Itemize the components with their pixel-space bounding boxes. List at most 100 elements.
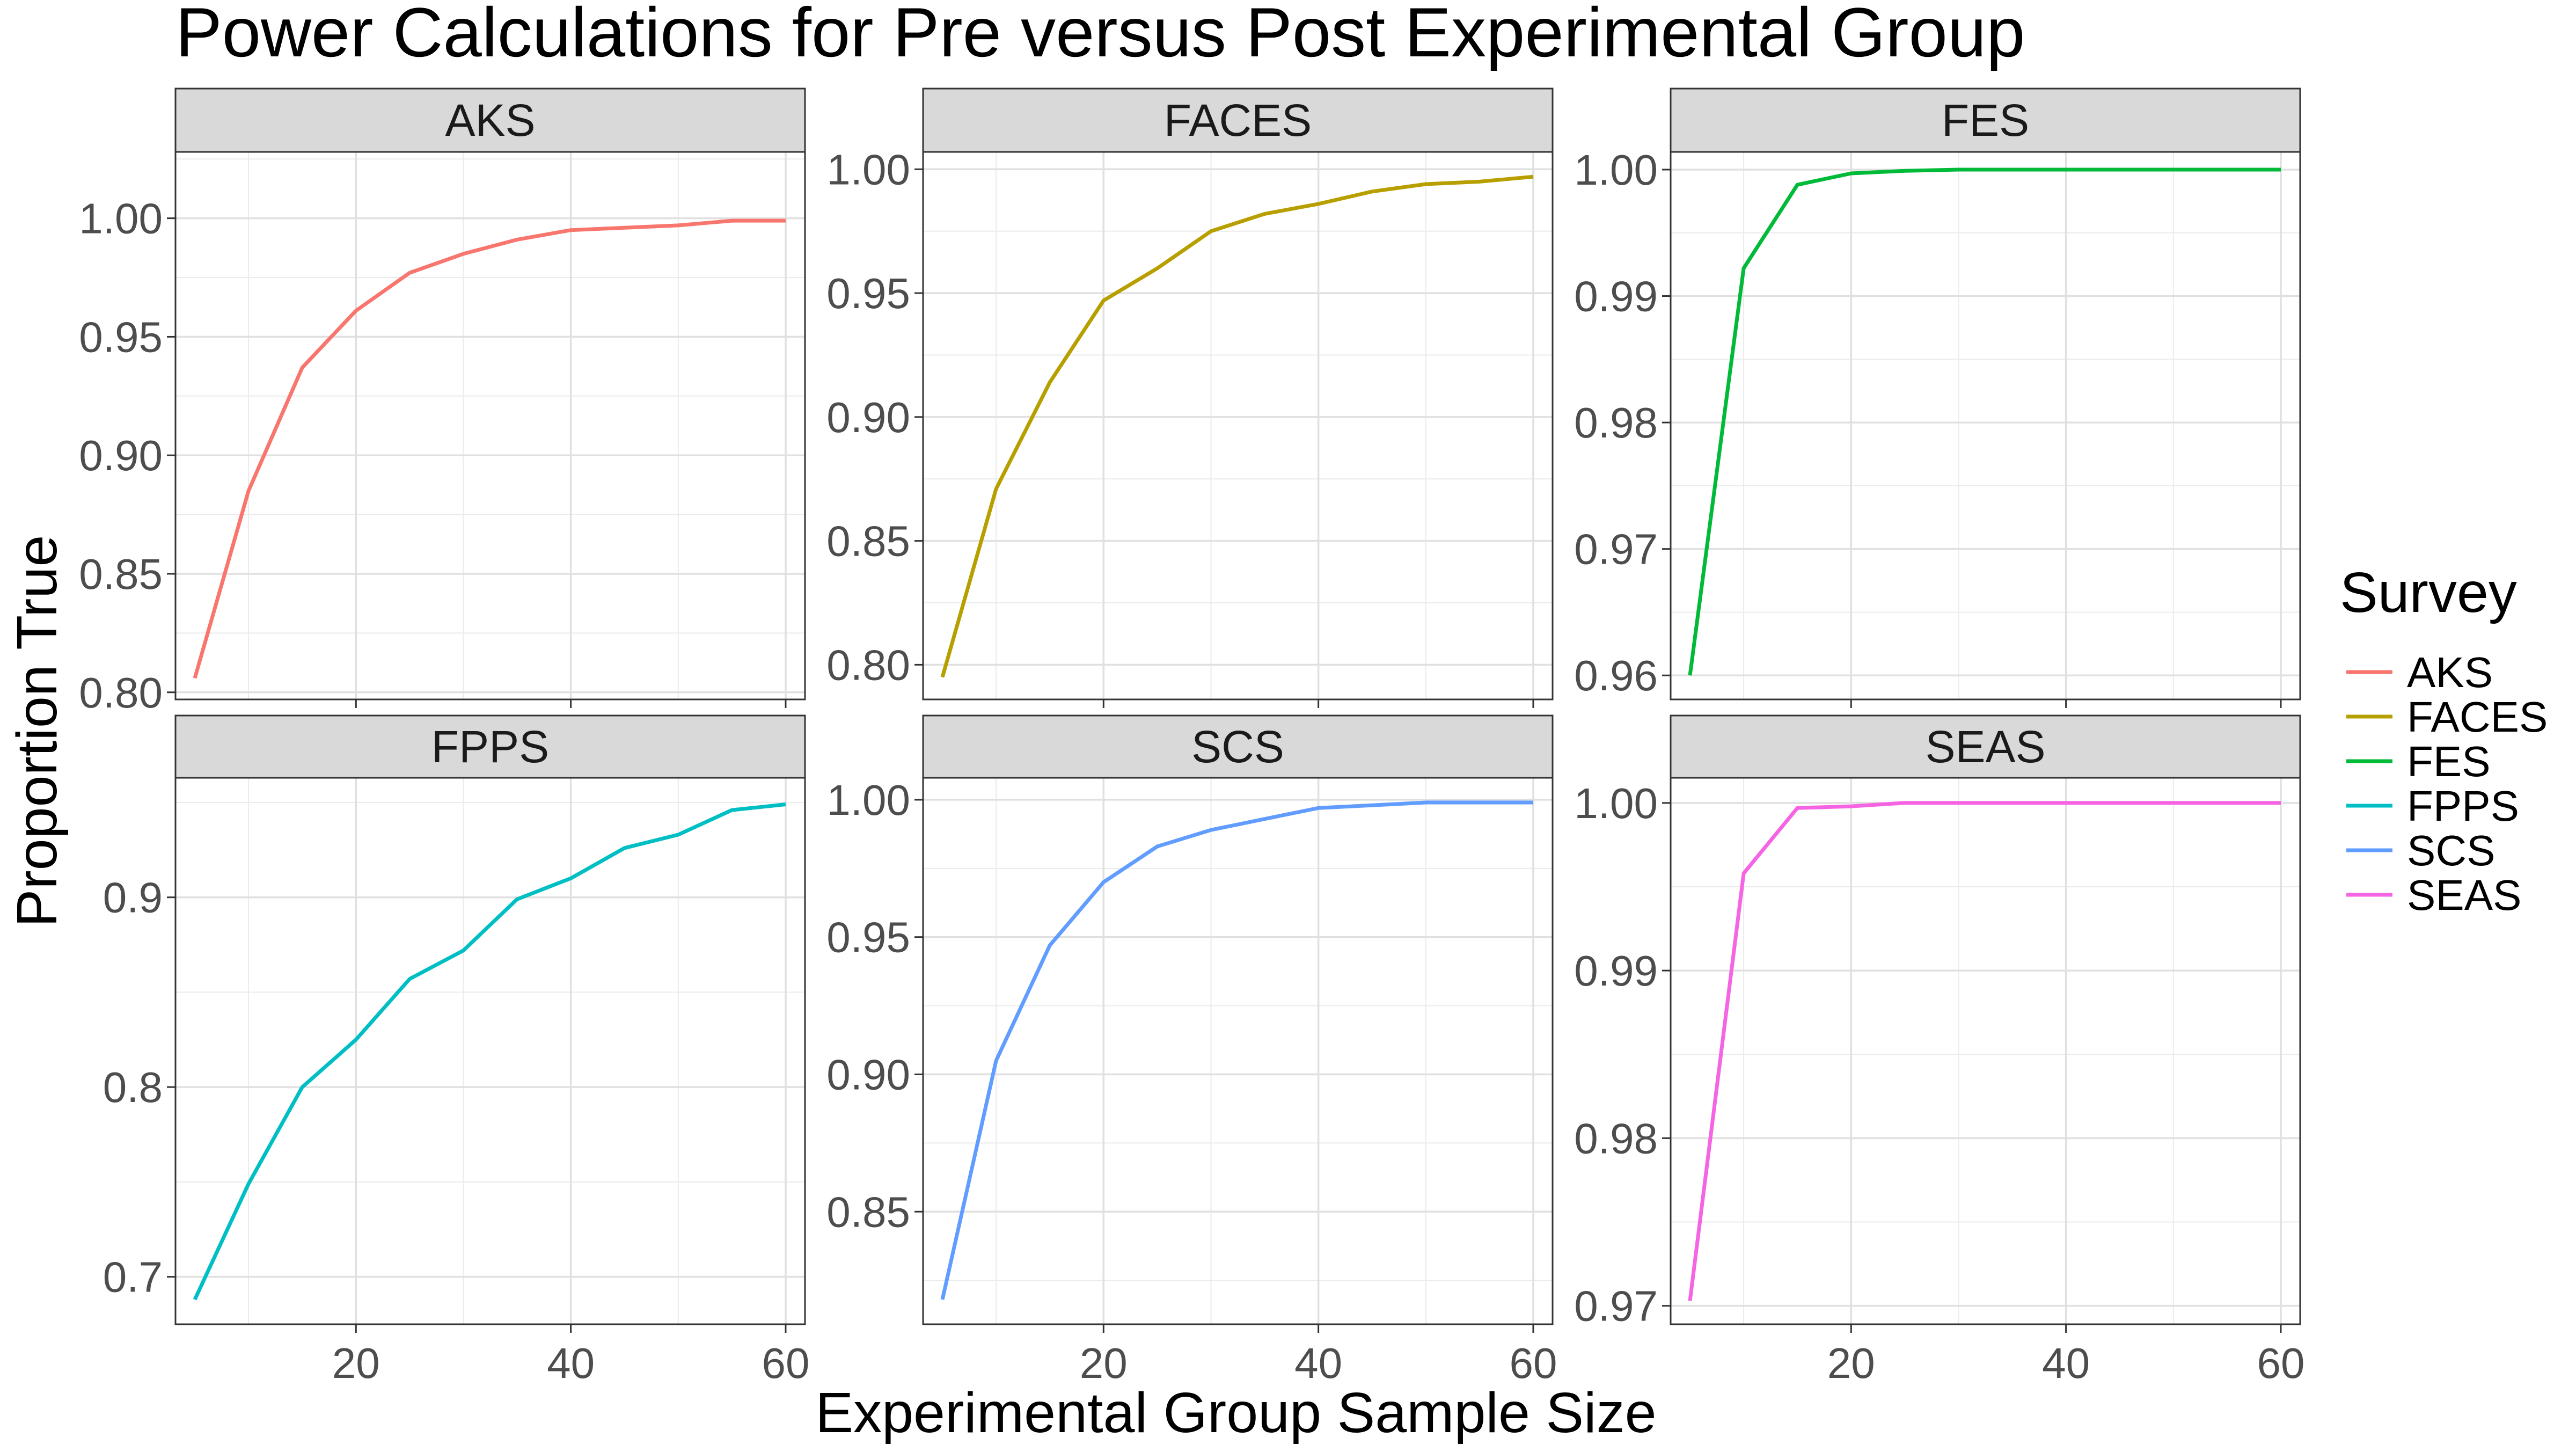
y-tick-label: 0.85 — [826, 1188, 910, 1236]
y-tick-label: 0.8 — [103, 1063, 163, 1111]
panel-border — [174, 777, 806, 1325]
x-tick-label: 20 — [1080, 1339, 1128, 1387]
panel-scs: SCS 0.85 0.90 0.95 1.00 20 40 60 — [826, 714, 1557, 1387]
panel-grid — [1671, 152, 2300, 699]
series-line-faces — [940, 174, 1534, 678]
panel-background — [923, 152, 1553, 699]
x-tick-label: 40 — [547, 1339, 595, 1387]
legend-label: FPPS — [2407, 782, 2519, 830]
panel-border — [922, 151, 1554, 701]
legend-item-faces: FACES — [2346, 693, 2548, 741]
panel-fes: FES 0.96 0.97 0.98 0.99 1.00 — [1574, 87, 2301, 708]
x-axis: 20 40 60 — [332, 1324, 809, 1387]
chart-title: Power Calculations for Pre versus Post E… — [175, 0, 2025, 71]
y-tick-label: 1.00 — [826, 145, 910, 193]
legend-title: Survey — [2340, 561, 2517, 624]
panel-grid — [1671, 778, 2300, 1324]
y-tick-label: 0.90 — [826, 393, 910, 441]
panel-strip-label: AKS — [445, 95, 535, 145]
y-tick-label: 0.7 — [103, 1253, 163, 1301]
panel-strip — [922, 87, 1554, 153]
x-tick-label: 40 — [2042, 1339, 2090, 1387]
panel-background — [1671, 778, 2300, 1324]
y-tick-label: 0.99 — [1574, 947, 1658, 995]
x-axis — [355, 699, 787, 708]
panel-seas: SEAS 0.97 0.98 0.99 1.00 20 40 60 — [1574, 714, 2304, 1387]
panel-grid — [175, 152, 805, 699]
x-tick-label: 60 — [762, 1339, 809, 1387]
x-tick-label: 20 — [332, 1339, 380, 1387]
legend-item-seas: SEAS — [2346, 871, 2521, 919]
panels: AKS0.800.850.900.951.00FACES0.800.850.90… — [79, 87, 2304, 1387]
y-axis: 0.97 0.98 0.99 1.00 — [1574, 779, 1671, 1330]
panel-strip — [922, 714, 1554, 779]
series-line-fes — [1688, 167, 2281, 676]
panel-aks: AKS 0.80 0.85 0.90 0.95 1.00 — [79, 87, 806, 717]
panel-strip — [1670, 87, 2301, 153]
y-tick-label: 0.95 — [826, 269, 910, 317]
panel-background — [175, 152, 805, 699]
x-axis: 20 40 60 — [1827, 1324, 2304, 1387]
y-tick-label: 0.85 — [79, 550, 163, 598]
panel-strip — [1670, 714, 2301, 779]
y-tick-label: 0.85 — [826, 517, 910, 565]
panel-grid — [175, 778, 805, 1324]
panel-faces: FACES 0.80 0.85 0.90 0.95 1.00 — [826, 87, 1554, 708]
y-tick-label: 0.95 — [79, 313, 163, 361]
x-axis — [1850, 699, 2282, 708]
x-tick-label: 20 — [1827, 1339, 1875, 1387]
legend-label: FACES — [2407, 693, 2548, 741]
panel-strip-label: FACES — [1164, 95, 1312, 145]
y-axis: 0.80 0.85 0.90 0.95 1.00 — [79, 195, 175, 717]
y-tick-label: 0.98 — [1574, 399, 1658, 447]
series-line-seas — [1688, 801, 2281, 1301]
y-tick-label: 1.00 — [826, 776, 910, 824]
y-tick-label: 0.99 — [1574, 273, 1658, 320]
x-tick-label: 40 — [1294, 1339, 1342, 1387]
y-tick-label: 0.9 — [103, 874, 163, 922]
y-tick-label: 0.97 — [1574, 526, 1658, 573]
legend-item-scs: SCS — [2346, 827, 2496, 874]
panel-grid — [923, 778, 1553, 1324]
legend-label: SEAS — [2407, 871, 2521, 919]
panel-strip-label: FPPS — [431, 721, 549, 772]
x-axis-title: Experimental Group Sample Size — [815, 1381, 1656, 1444]
legend-item-fpps: FPPS — [2346, 782, 2519, 830]
panel-background — [1671, 152, 2300, 699]
y-tick-label: 0.80 — [79, 669, 163, 717]
panel-border — [174, 151, 806, 701]
panel-fpps: FPPS 0.7 0.8 0.9 20 40 60 — [103, 714, 809, 1387]
panel-strip — [174, 714, 806, 779]
x-tick-label: 60 — [2257, 1339, 2304, 1387]
y-axis: 0.85 0.90 0.95 1.00 — [826, 776, 923, 1236]
panel-strip-label: SCS — [1191, 721, 1284, 772]
y-tick-label: 1.00 — [1574, 146, 1658, 194]
x-axis: 20 40 60 — [1080, 1324, 1557, 1387]
y-axis: 0.96 0.97 0.98 0.99 1.00 — [1574, 146, 1671, 699]
legend-label: SCS — [2407, 827, 2496, 874]
y-tick-label: 0.98 — [1574, 1114, 1658, 1162]
y-tick-label: 1.00 — [79, 195, 163, 243]
x-axis — [1102, 699, 1534, 708]
y-tick-label: 0.90 — [826, 1050, 910, 1098]
panel-background — [175, 778, 805, 1324]
panel-border — [1670, 151, 2301, 701]
panel-background — [923, 778, 1553, 1324]
legend-item-fes: FES — [2346, 738, 2491, 785]
x-tick-label: 60 — [1509, 1339, 1557, 1387]
y-tick-label: 0.97 — [1574, 1282, 1658, 1330]
series-line-fpps — [193, 802, 786, 1301]
panel-strip-label: FES — [1942, 95, 2029, 145]
y-tick-label: 0.96 — [1574, 652, 1658, 699]
y-axis-title: Proportion True — [5, 535, 69, 928]
legend-label: FES — [2407, 738, 2491, 785]
y-axis: 0.80 0.85 0.90 0.95 1.00 — [826, 145, 923, 689]
panel-grid — [923, 152, 1553, 699]
y-tick-label: 0.80 — [826, 641, 910, 689]
panel-border — [922, 777, 1554, 1325]
y-tick-label: 1.00 — [1574, 779, 1658, 827]
y-tick-label: 0.90 — [79, 432, 163, 479]
